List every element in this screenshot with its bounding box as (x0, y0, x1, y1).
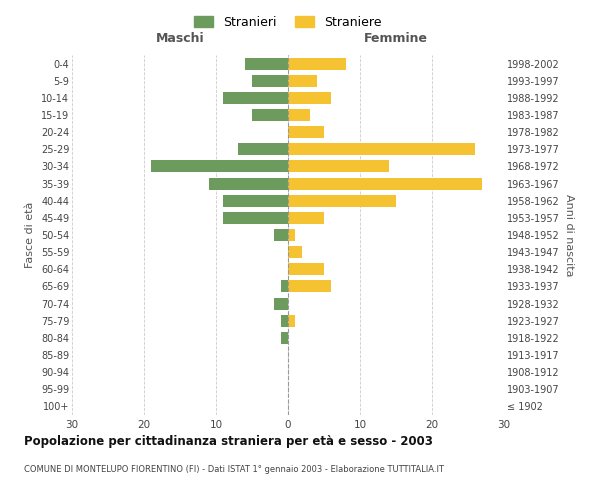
Text: Femmine: Femmine (364, 32, 428, 44)
Bar (288, 92, 331, 104)
Legend: Stranieri, Straniere: Stranieri, Straniere (190, 11, 386, 34)
Bar (288, 194, 396, 206)
Bar (288, 58, 346, 70)
Bar (288, 212, 324, 224)
Bar (223, 194, 288, 206)
Bar (151, 160, 288, 172)
Bar (288, 280, 331, 292)
Bar (281, 280, 288, 292)
Bar (223, 92, 288, 104)
Bar (288, 126, 324, 138)
Bar (288, 74, 317, 86)
Text: Popolazione per cittadinanza straniera per età e sesso - 2003: Popolazione per cittadinanza straniera p… (24, 435, 433, 448)
Bar (274, 229, 288, 241)
Text: Maschi: Maschi (155, 32, 205, 44)
Y-axis label: Fasce di età: Fasce di età (25, 202, 35, 268)
Bar (288, 178, 482, 190)
Bar (288, 264, 324, 276)
Text: COMUNE DI MONTELUPO FIORENTINO (FI) - Dati ISTAT 1° gennaio 2003 - Elaborazione : COMUNE DI MONTELUPO FIORENTINO (FI) - Da… (24, 465, 444, 474)
Bar (252, 74, 288, 86)
Bar (288, 160, 389, 172)
Bar (274, 298, 288, 310)
Bar (252, 109, 288, 121)
Y-axis label: Anni di nascita: Anni di nascita (563, 194, 574, 276)
Bar (288, 314, 295, 326)
Bar (281, 332, 288, 344)
Bar (209, 178, 288, 190)
Bar (223, 212, 288, 224)
Bar (288, 109, 310, 121)
Bar (238, 144, 288, 156)
Bar (288, 246, 302, 258)
Bar (281, 314, 288, 326)
Bar (288, 144, 475, 156)
Bar (245, 58, 288, 70)
Bar (288, 229, 295, 241)
